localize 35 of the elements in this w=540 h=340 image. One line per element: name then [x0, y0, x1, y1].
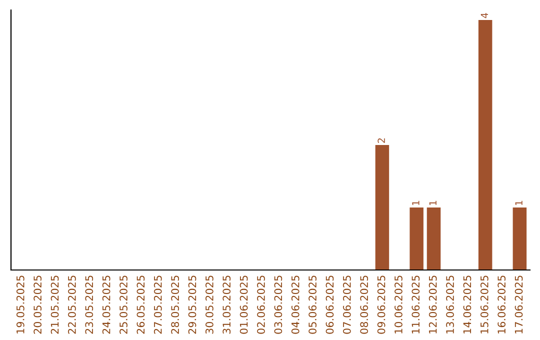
- x-tick-label: 05.06.2025: [308, 276, 316, 334]
- x-tick-label: 21.05.2025: [50, 276, 59, 334]
- x-tick-label: 27.05.2025: [154, 276, 162, 334]
- x-tick-label: 30.05.2025: [205, 276, 214, 334]
- x-tick-label: 22.05.2025: [68, 276, 76, 334]
- x-tick-label: 31.05.2025: [222, 276, 231, 334]
- x-tick-label: 09.06.2025: [377, 276, 386, 334]
- data-label: 2: [378, 138, 385, 143]
- x-tick-label: 15.06.2025: [480, 276, 488, 334]
- x-tick-label: 08.06.2025: [360, 276, 368, 334]
- x-tick-label: 02.06.2025: [257, 276, 265, 334]
- x-tick-label: 24.05.2025: [102, 276, 110, 334]
- x-tick-label: 28.05.2025: [171, 276, 180, 334]
- x-tick-label: 16.06.2025: [498, 276, 506, 334]
- data-label: 1: [429, 200, 436, 206]
- x-tick-label: 11.06.2025: [412, 276, 420, 334]
- x-tick-label: 26.05.2025: [136, 276, 145, 334]
- x-tick-label: 20.05.2025: [34, 276, 42, 334]
- x-tick-label: 12.06.2025: [428, 276, 437, 334]
- x-tick-label: 01.06.2025: [240, 276, 248, 334]
- data-label: 1: [412, 200, 420, 206]
- x-tick-label: 06.06.2025: [326, 276, 334, 334]
- data-label: 4: [480, 12, 488, 18]
- x-tick-label: 19.05.2025: [16, 276, 24, 334]
- x-tick-label: 04.06.2025: [291, 276, 300, 334]
- x-tick-label: 03.06.2025: [274, 276, 282, 334]
- x-tick-label: 23.05.2025: [85, 276, 94, 334]
- x-tick-label: 29.05.2025: [188, 276, 196, 334]
- x-tick-label: 17.06.2025: [514, 276, 523, 334]
- x-tick-label: 07.06.2025: [342, 276, 351, 334]
- x-tick-label: 13.06.2025: [446, 276, 454, 334]
- x-tick-label: 14.06.2025: [463, 276, 472, 334]
- data-label: 1: [515, 200, 522, 206]
- x-tick-label: 25.05.2025: [120, 276, 128, 334]
- x-tick-label: 10.06.2025: [394, 276, 402, 334]
